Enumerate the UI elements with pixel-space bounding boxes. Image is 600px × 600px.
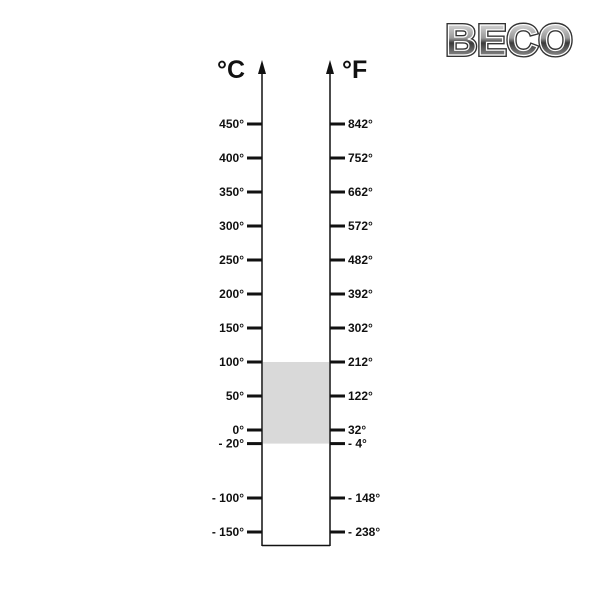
celsius-tick-label: 350°: [219, 185, 244, 199]
svg-text:BECO: BECO: [445, 16, 572, 65]
celsius-tick-label: - 100°: [212, 491, 244, 505]
fahrenheit-tick-label: - 4°: [348, 437, 367, 451]
celsius-tick-label: 400°: [219, 151, 244, 165]
celsius-arrow-icon: [258, 60, 266, 74]
fahrenheit-tick-label: 302°: [348, 321, 373, 335]
fahrenheit-tick-label: 572°: [348, 219, 373, 233]
fahrenheit-tick-label: - 148°: [348, 491, 380, 505]
celsius-tick-label: 150°: [219, 321, 244, 335]
fahrenheit-tick-label: 482°: [348, 253, 373, 267]
fahrenheit-tick-label: 752°: [348, 151, 373, 165]
celsius-tick-label: 200°: [219, 287, 244, 301]
celsius-tick-label: 450°: [219, 117, 244, 131]
celsius-tick-label: - 150°: [212, 525, 244, 539]
celsius-tick-label: 50°: [226, 389, 244, 403]
fahrenheit-tick-label: 842°: [348, 117, 373, 131]
fahrenheit-tick-label: 32°: [348, 423, 366, 437]
fahrenheit-arrow-icon: [326, 60, 334, 74]
celsius-unit-label: °C: [217, 56, 245, 84]
fahrenheit-tick-label: - 238°: [348, 525, 380, 539]
celsius-tick-label: 100°: [219, 355, 244, 369]
beco-logo: BECO BECO: [443, 14, 574, 67]
celsius-tick-label: 250°: [219, 253, 244, 267]
svg-text:BECO: BECO: [445, 16, 572, 65]
celsius-tick-label: 300°: [219, 219, 244, 233]
fahrenheit-tick-label: 392°: [348, 287, 373, 301]
celsius-tick-label: - 20°: [219, 437, 245, 451]
fahrenheit-tick-label: 662°: [348, 185, 373, 199]
highlight-range: [263, 362, 329, 444]
fahrenheit-tick-label: 212°: [348, 355, 373, 369]
fahrenheit-unit-label: °F: [342, 56, 367, 84]
celsius-tick-label: 0°: [233, 423, 245, 437]
fahrenheit-tick-label: 122°: [348, 389, 373, 403]
